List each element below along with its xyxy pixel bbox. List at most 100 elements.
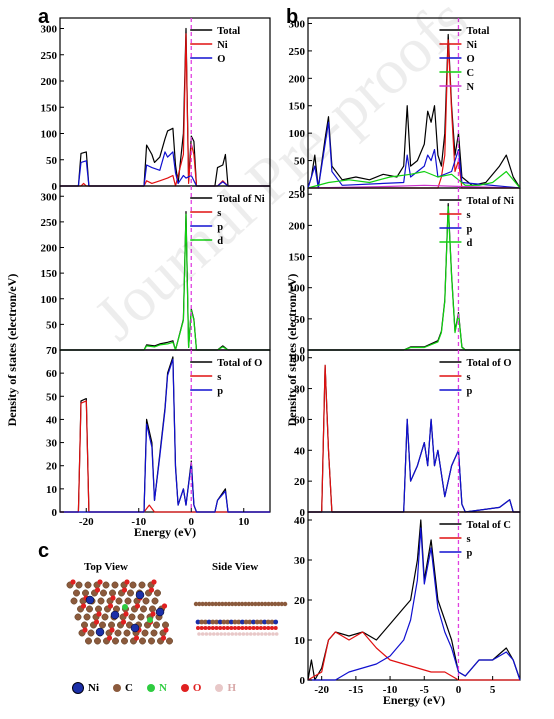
carbon-atom bbox=[74, 613, 82, 621]
plot-frame bbox=[307, 349, 521, 513]
y-tick-label: 0 bbox=[52, 181, 58, 193]
oxygen-atom bbox=[82, 627, 88, 633]
carbon-atom bbox=[100, 589, 107, 597]
carbon-atom bbox=[148, 637, 155, 645]
chart-b2: 0 50 100 150 200 250 Total of Ni spd bbox=[289, 187, 521, 357]
carbon-atom bbox=[256, 601, 261, 607]
oxygen-atom bbox=[199, 626, 204, 630]
carbon-atom bbox=[151, 597, 159, 605]
atom-legend-c: C bbox=[125, 682, 133, 694]
legend-label: Total bbox=[217, 26, 240, 37]
layer-atom bbox=[262, 619, 267, 625]
oxygen-atom bbox=[262, 626, 267, 630]
hydrogen-atom bbox=[256, 632, 261, 636]
carbon-atom bbox=[95, 605, 102, 613]
series-line-s bbox=[308, 364, 520, 513]
c-atom-icon bbox=[113, 684, 121, 692]
oxygen-atom bbox=[109, 627, 115, 633]
oxygen-atom bbox=[270, 626, 274, 630]
carbon-atom bbox=[200, 601, 205, 607]
hydrogen-atom bbox=[230, 632, 235, 636]
carbon-atom bbox=[226, 601, 232, 607]
hydrogen-atom bbox=[245, 632, 249, 636]
nickel-atom bbox=[135, 590, 145, 600]
carbon-atom bbox=[123, 629, 131, 637]
oxygen-atom bbox=[110, 595, 116, 601]
layer-atom bbox=[240, 619, 245, 625]
oxygen-atom bbox=[255, 626, 260, 630]
carbon-atom bbox=[128, 613, 136, 621]
carbon-atom bbox=[149, 605, 156, 613]
carbon-atom bbox=[233, 601, 238, 607]
oxygen-atom bbox=[244, 626, 249, 630]
carbon-atom bbox=[139, 637, 146, 645]
y-tick-label: 300 bbox=[41, 191, 58, 203]
series-line-p bbox=[308, 418, 520, 513]
y-tick-label: 20 bbox=[294, 476, 306, 488]
oxygen-atom bbox=[225, 626, 230, 630]
hydrogen-atom bbox=[204, 632, 209, 636]
oxygen-atom bbox=[236, 626, 241, 630]
x-tick-label: -10 bbox=[131, 516, 146, 528]
oxygen-atom bbox=[151, 579, 157, 585]
carbon-atom bbox=[263, 601, 268, 607]
carbon-atom bbox=[154, 589, 161, 597]
carbon-atom bbox=[162, 621, 169, 629]
hydrogen-atom bbox=[274, 632, 279, 636]
carbon-atom bbox=[81, 621, 88, 629]
carbon-atom bbox=[223, 601, 228, 607]
y-tick-label: 60 bbox=[46, 368, 58, 380]
y-tick-label: 40 bbox=[294, 445, 306, 457]
carbon-atom bbox=[236, 601, 242, 607]
oxygen-atom bbox=[161, 603, 168, 609]
y-tick-label: 250 bbox=[41, 50, 58, 62]
oxygen-atom bbox=[148, 587, 155, 593]
carbon-atom bbox=[210, 601, 215, 607]
hydrogen-atom bbox=[223, 632, 227, 636]
legend-label: s bbox=[466, 372, 470, 383]
x-tick-label: -5 bbox=[420, 684, 430, 696]
y-tick-label: 30 bbox=[46, 438, 58, 450]
hydrogen-atom bbox=[226, 632, 231, 636]
legend-label: C bbox=[466, 68, 474, 79]
atom-legend-h: H bbox=[227, 682, 237, 694]
y-tick-label: 40 bbox=[294, 515, 306, 527]
y-tick-label: 20 bbox=[46, 461, 58, 473]
hydrogen-atom bbox=[212, 632, 216, 636]
side-view-label: Side View bbox=[212, 561, 259, 573]
carbon-atom bbox=[97, 597, 105, 605]
legend-label: p bbox=[466, 386, 472, 397]
y-tick-label: 50 bbox=[294, 314, 306, 326]
oxygen-atom bbox=[124, 579, 130, 585]
carbon-atom bbox=[111, 581, 119, 589]
y-tick-label: 70 bbox=[46, 345, 58, 357]
carbon-atom bbox=[84, 581, 92, 589]
nitrogen-atom bbox=[122, 604, 128, 610]
plot-frame bbox=[307, 187, 521, 351]
y-tick-label: 150 bbox=[41, 102, 58, 114]
x-tick-label: -20 bbox=[314, 684, 329, 696]
layer-atom bbox=[251, 619, 256, 625]
panel-letter-a: a bbox=[38, 6, 50, 28]
carbon-atom bbox=[246, 601, 251, 607]
y-axis-label-b: Density of states (electron/eV) bbox=[285, 274, 299, 427]
ni-atom-icon bbox=[72, 682, 84, 694]
carbon-atom bbox=[253, 601, 258, 607]
legend-label: d bbox=[217, 236, 223, 247]
y-tick-label: 10 bbox=[294, 635, 306, 647]
oxygen-atom bbox=[120, 619, 127, 625]
carbon-atom bbox=[153, 621, 160, 629]
atom-legend-ni: Ni bbox=[88, 682, 99, 694]
x-tick-label: 0 bbox=[456, 684, 462, 696]
legend-label: Total bbox=[466, 26, 489, 37]
layer-atom bbox=[243, 619, 249, 625]
carbon-atom bbox=[114, 629, 122, 637]
nickel-atom bbox=[155, 607, 165, 617]
nitrogen-atom bbox=[147, 617, 153, 623]
plot-frame bbox=[59, 185, 271, 351]
oxygen-atom bbox=[229, 626, 234, 630]
hydrogen-atom bbox=[215, 632, 220, 636]
series-line-p bbox=[308, 527, 521, 681]
panel-letter-b: b bbox=[286, 6, 299, 28]
layer-atom bbox=[217, 619, 223, 625]
